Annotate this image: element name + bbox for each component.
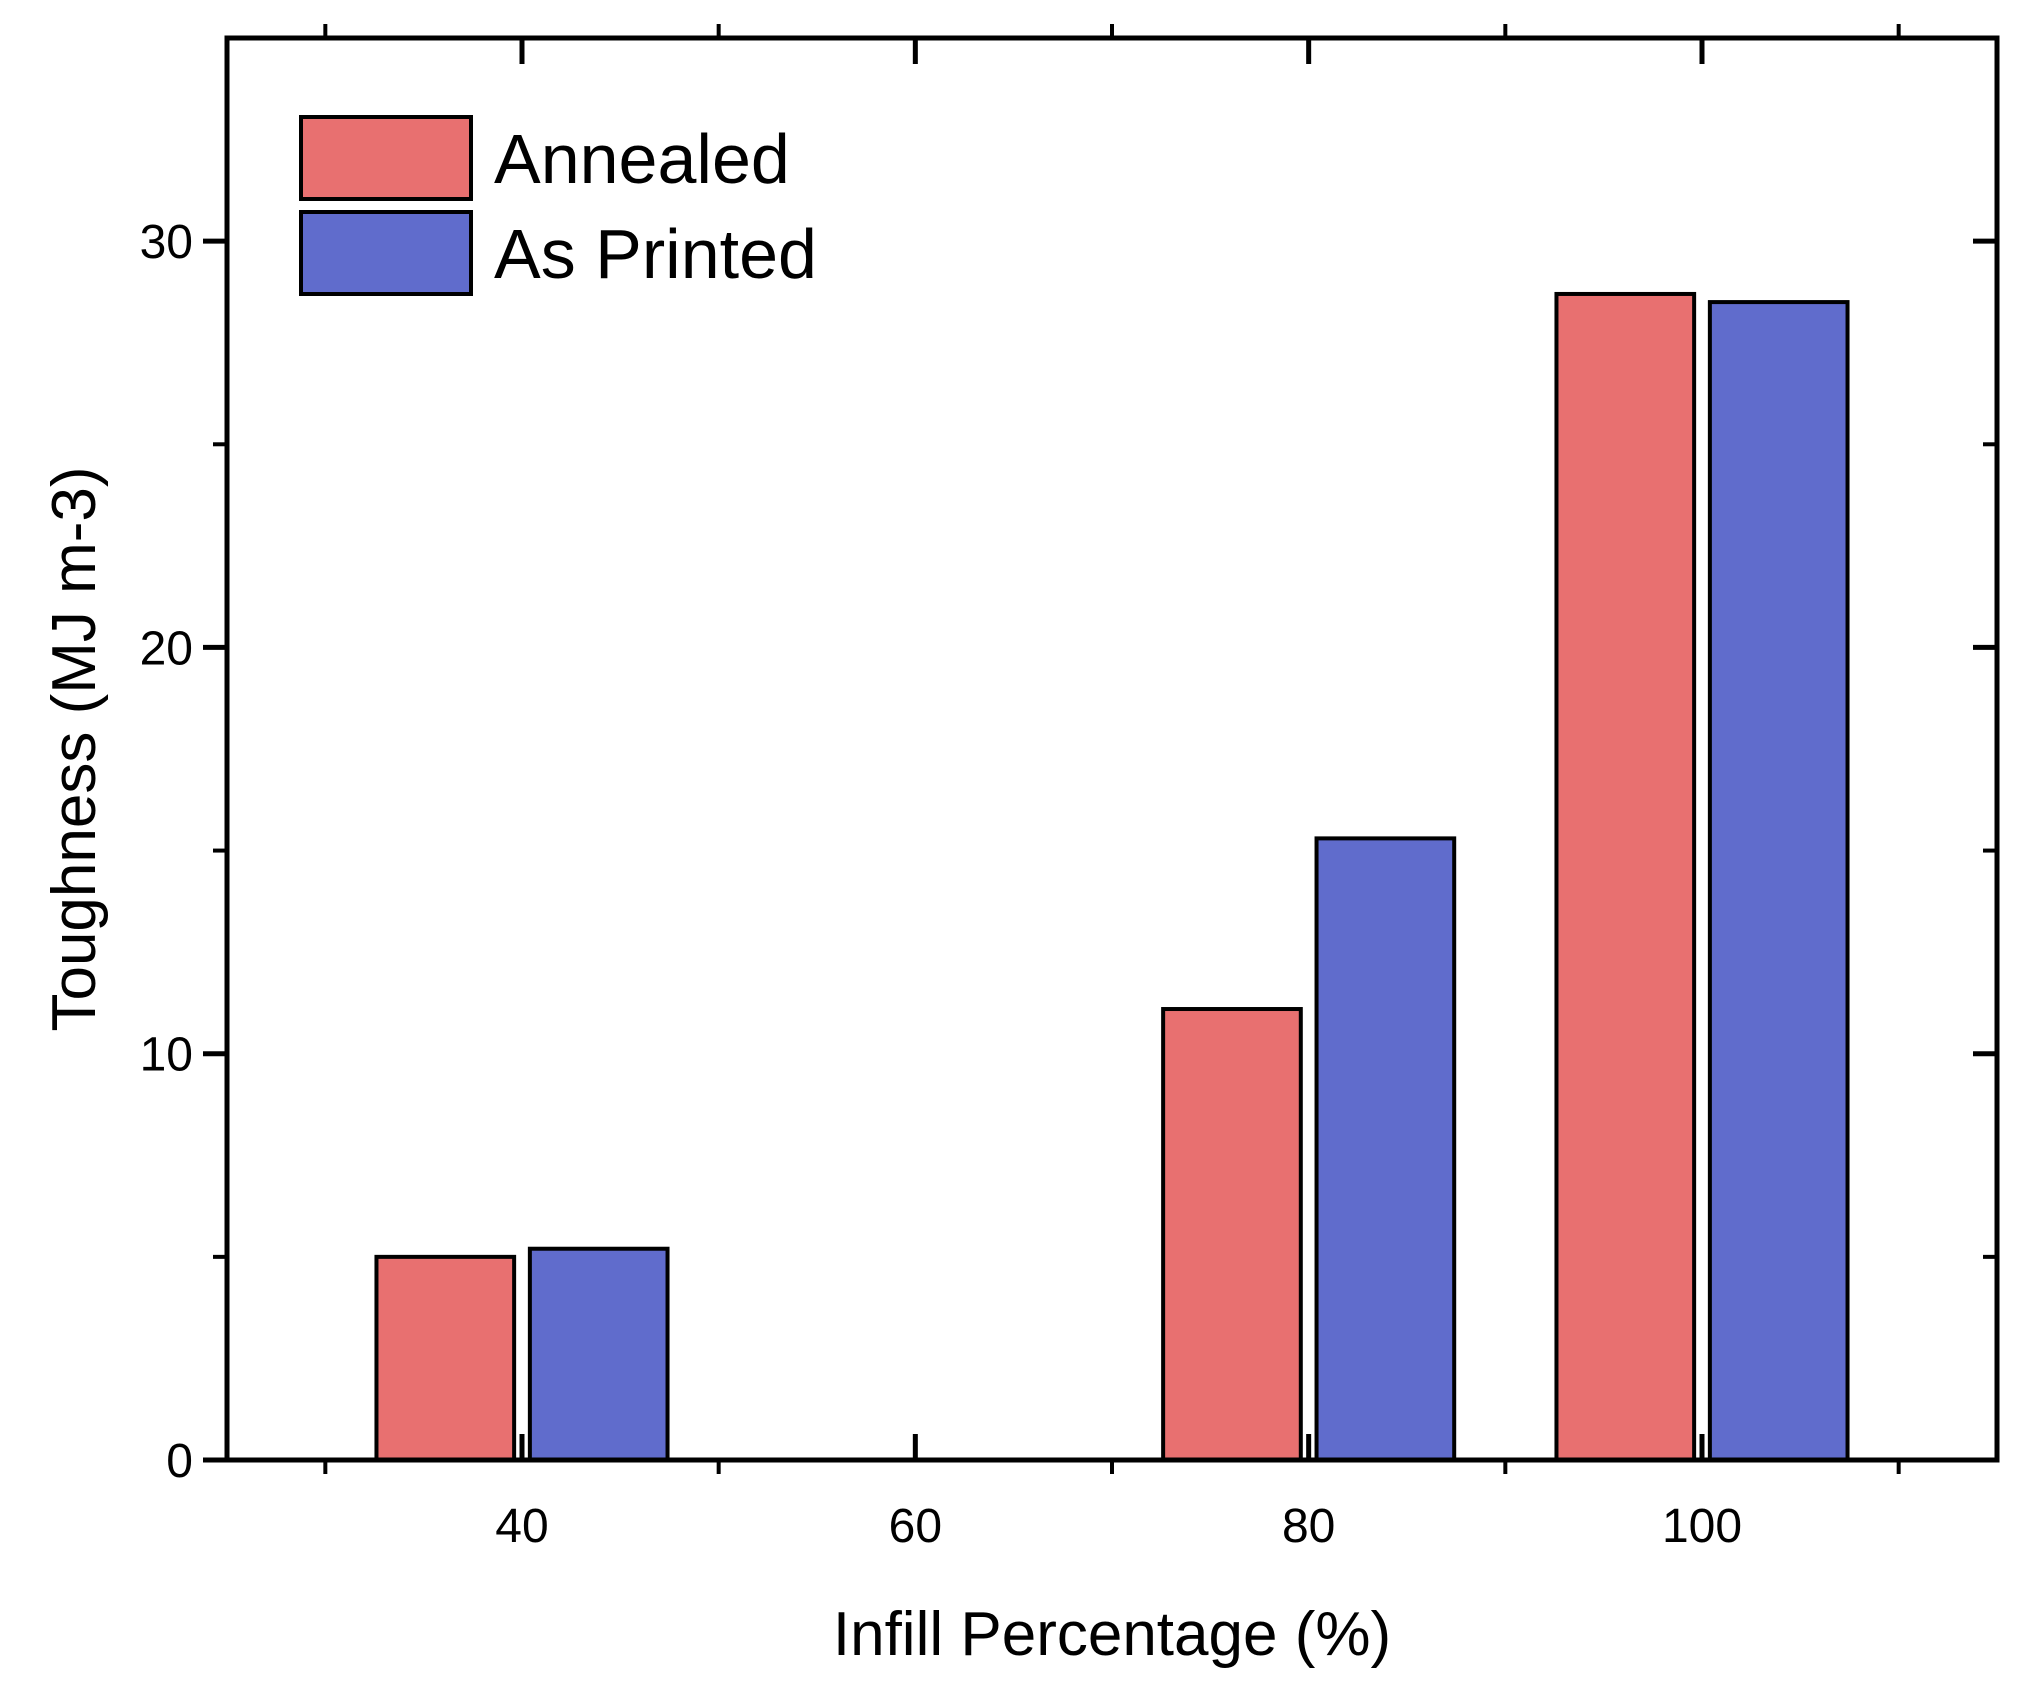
x-tick-label: 100: [1662, 1500, 1742, 1553]
legend-swatch-annealed: [299, 115, 473, 201]
bars-layer: [374, 291, 1850, 1463]
y-tick-label: 20: [140, 622, 193, 675]
bar-annealed-40: [374, 1254, 517, 1463]
legend: Annealed As Printed: [299, 115, 817, 296]
y-tick-label: 0: [166, 1435, 193, 1488]
bar-as-printed-100: [1707, 300, 1850, 1463]
bar-as-printed-40: [527, 1246, 670, 1463]
bar-as-printed-80: [1314, 836, 1457, 1462]
y-axis-title: Toughness (MJ m-3): [40, 466, 109, 1031]
x-axis-title: Infill Percentage (%): [833, 1600, 1391, 1669]
legend-swatch-as-printed: [299, 210, 473, 296]
plot-frame: [224, 35, 2000, 1463]
x-tick-label: 80: [1282, 1500, 1335, 1553]
x-tick-label: 40: [495, 1500, 548, 1553]
bar-annealed-80: [1161, 1007, 1303, 1462]
legend-label-annealed: Annealed: [494, 120, 790, 198]
y-tick-label: 30: [140, 216, 193, 269]
legend-label-as-printed: As Printed: [494, 215, 817, 293]
tick-labels-layer: 40 60 80 100 0 10 20 30: [140, 216, 1742, 1553]
bar-annealed-100: [1554, 291, 1697, 1463]
y-tick-label: 10: [140, 1029, 193, 1082]
x-tick-label: 60: [889, 1500, 942, 1553]
